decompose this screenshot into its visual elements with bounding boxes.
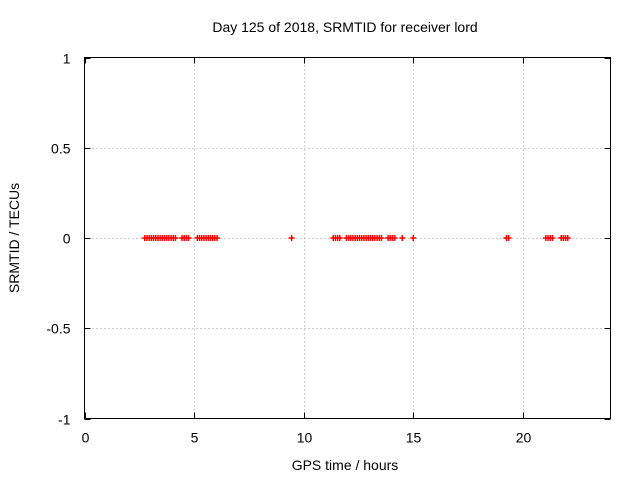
y-tick-label: 0.5 <box>51 141 71 157</box>
x-axis-label: GPS time / hours <box>292 457 399 473</box>
x-tick-label: 0 <box>82 430 90 446</box>
x-tick-label: 20 <box>516 430 532 446</box>
y-tick-label: -1 <box>58 412 71 428</box>
data-point <box>336 235 343 241</box>
y-tick-label: -0.5 <box>46 321 70 337</box>
data-point <box>410 235 417 241</box>
data-point <box>391 235 398 241</box>
axis-ticks <box>84 57 611 420</box>
data-point <box>185 235 192 241</box>
data-point <box>549 235 556 241</box>
data-point <box>399 235 406 241</box>
data-point <box>564 235 571 241</box>
x-tick-label: 5 <box>191 430 199 446</box>
x-tick-label: 15 <box>406 430 422 446</box>
data-point <box>505 235 512 241</box>
data-point <box>214 235 221 241</box>
tick-labels: 0 5 10 15 20 -1 -0.5 0 0.5 1 <box>46 51 531 446</box>
y-tick-label: 0 <box>63 231 71 247</box>
y-tick-label: 1 <box>63 51 71 67</box>
data-point <box>172 235 179 241</box>
data-point <box>378 235 385 241</box>
chart-title: Day 125 of 2018, SRMTID for receiver lor… <box>212 19 477 35</box>
x-tick-label: 10 <box>297 430 313 446</box>
data-point <box>288 235 295 241</box>
data-points <box>141 235 571 241</box>
y-axis-label: SRMTID / TECUs <box>6 183 22 293</box>
